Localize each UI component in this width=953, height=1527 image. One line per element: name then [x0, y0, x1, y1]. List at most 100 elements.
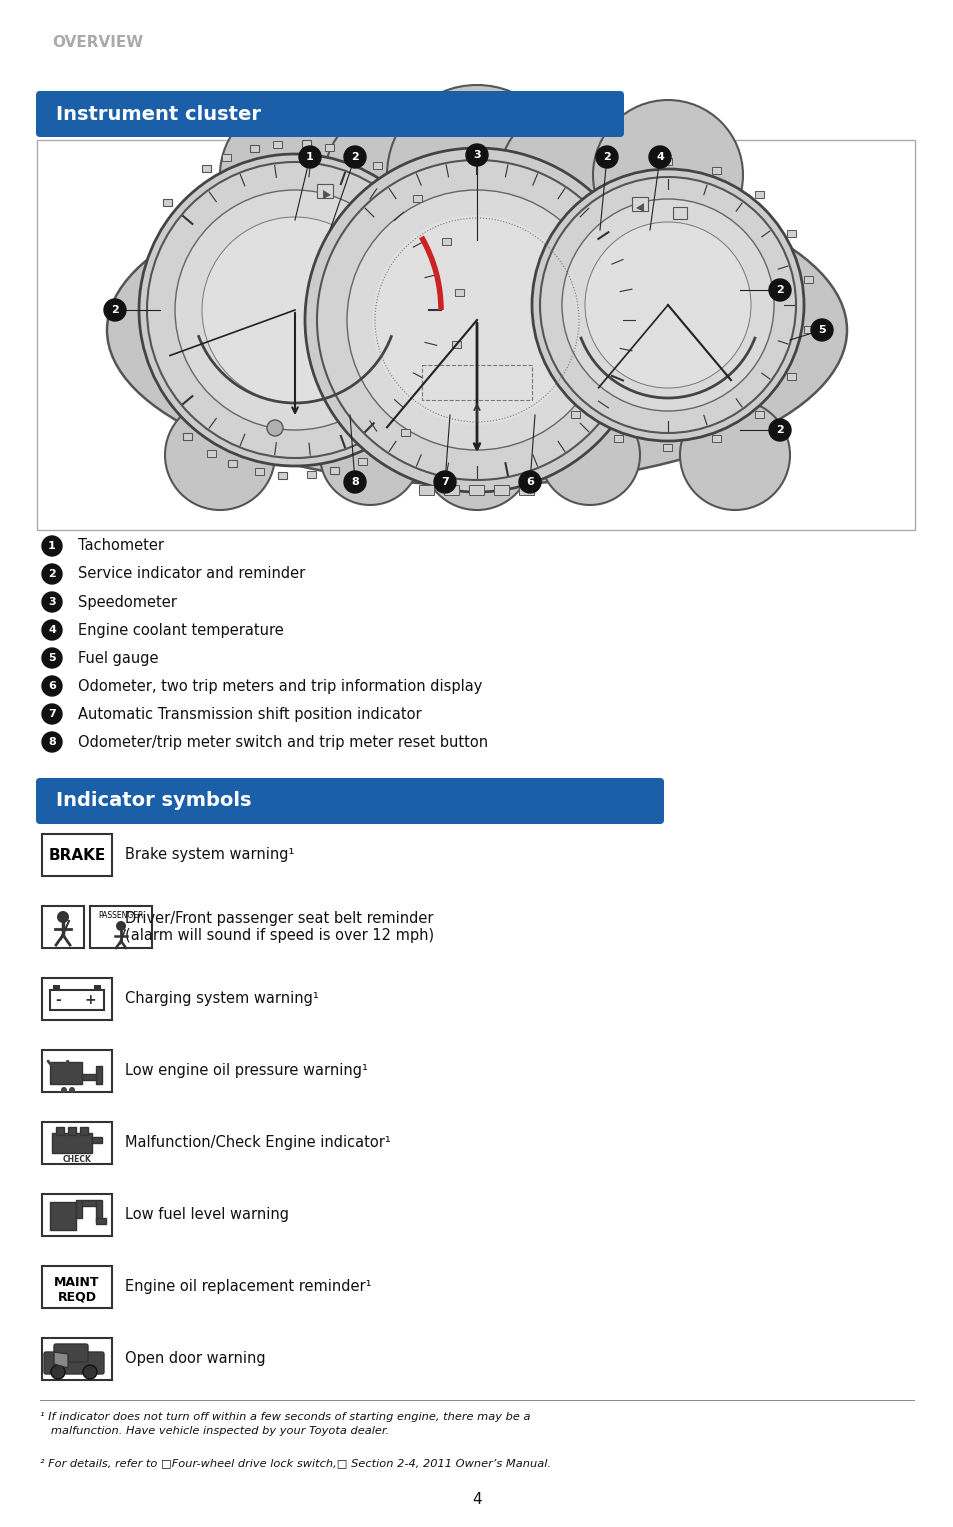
Bar [434, 389, 442, 395]
Circle shape [69, 1087, 75, 1093]
Text: 7: 7 [440, 476, 449, 487]
Text: 2: 2 [776, 425, 783, 435]
Bar [183, 434, 193, 440]
Text: MAINT: MAINT [54, 1277, 100, 1289]
Ellipse shape [42, 731, 62, 751]
Circle shape [768, 279, 790, 301]
FancyBboxPatch shape [42, 1122, 112, 1164]
Text: Charging system warning¹: Charging system warning¹ [125, 991, 318, 1006]
Bar [443, 368, 453, 376]
Ellipse shape [42, 647, 62, 667]
Circle shape [596, 147, 618, 168]
Circle shape [267, 420, 283, 437]
Text: Odometer/trip meter switch and trip meter reset button: Odometer/trip meter switch and trip mete… [78, 734, 488, 750]
Text: 6: 6 [48, 681, 56, 692]
Bar [255, 469, 264, 475]
Circle shape [518, 470, 540, 493]
FancyBboxPatch shape [42, 1194, 112, 1235]
FancyBboxPatch shape [44, 1351, 104, 1374]
Text: 2: 2 [602, 153, 610, 162]
Bar [222, 154, 232, 162]
Polygon shape [636, 203, 643, 212]
Ellipse shape [42, 704, 62, 724]
Text: 1: 1 [48, 541, 56, 551]
Bar [50, 1061, 82, 1084]
Bar [631, 197, 647, 211]
Text: Low fuel level warning: Low fuel level warning [125, 1208, 289, 1223]
Bar [163, 200, 172, 206]
Bar [451, 266, 459, 273]
FancyBboxPatch shape [42, 1338, 112, 1380]
Text: Instrument cluster: Instrument cluster [56, 104, 261, 124]
Circle shape [319, 405, 419, 505]
Text: Engine oil replacement reminder¹: Engine oil replacement reminder¹ [125, 1280, 371, 1295]
FancyBboxPatch shape [42, 1266, 112, 1309]
FancyBboxPatch shape [54, 1344, 88, 1362]
Circle shape [347, 189, 606, 450]
Bar [803, 325, 812, 333]
Text: 2: 2 [351, 153, 358, 162]
FancyBboxPatch shape [42, 977, 112, 1020]
Bar [396, 179, 405, 186]
Bar [455, 289, 463, 296]
Bar [52, 1133, 91, 1153]
Circle shape [57, 912, 69, 922]
Circle shape [539, 177, 795, 434]
Text: 5: 5 [49, 654, 56, 663]
Bar [418, 486, 434, 495]
Bar [421, 365, 532, 400]
Bar [469, 486, 483, 495]
Text: Low engine oil pressure warning¹: Low engine oil pressure warning¹ [125, 1063, 368, 1078]
Bar [400, 429, 410, 437]
Circle shape [316, 160, 637, 479]
Text: OVERVIEW: OVERVIEW [52, 35, 143, 50]
Text: 4: 4 [656, 153, 663, 162]
Bar [443, 486, 458, 495]
Ellipse shape [107, 176, 846, 486]
Circle shape [83, 1365, 97, 1379]
Text: Engine coolant temperature: Engine coolant temperature [78, 623, 283, 637]
Text: 3: 3 [49, 597, 56, 608]
Text: -: - [55, 993, 61, 1006]
Circle shape [539, 405, 639, 505]
Text: Malfunction/Check Engine indicator¹: Malfunction/Check Engine indicator¹ [125, 1136, 391, 1150]
Text: PASSENGER: PASSENGER [98, 912, 144, 921]
Bar [614, 435, 622, 443]
FancyBboxPatch shape [36, 92, 623, 137]
Circle shape [561, 199, 773, 411]
Text: 1: 1 [306, 153, 314, 162]
Text: Service indicator and reminder: Service indicator and reminder [78, 567, 305, 582]
Text: CHECK: CHECK [63, 1154, 91, 1164]
Bar [441, 238, 450, 246]
Circle shape [116, 921, 126, 931]
Bar [37, 140, 914, 530]
Circle shape [465, 144, 488, 166]
Circle shape [584, 221, 750, 388]
Circle shape [344, 147, 366, 168]
Circle shape [147, 162, 442, 458]
Bar [82, 1073, 100, 1080]
Text: 4: 4 [48, 625, 56, 635]
Bar [494, 486, 509, 495]
Circle shape [104, 299, 126, 321]
Bar [672, 208, 686, 218]
Bar [301, 140, 311, 148]
Circle shape [202, 217, 388, 403]
Polygon shape [54, 1351, 68, 1368]
Bar [278, 472, 287, 478]
Bar [50, 1202, 76, 1231]
Bar [307, 472, 316, 478]
Bar [786, 373, 795, 380]
Bar [76, 1200, 82, 1219]
Bar [711, 435, 720, 443]
Bar [352, 153, 361, 159]
Bar [53, 985, 60, 991]
Text: 8: 8 [48, 738, 56, 747]
Text: 2: 2 [111, 305, 119, 315]
Bar [50, 989, 104, 1009]
Text: Brake system warning¹: Brake system warning¹ [125, 847, 294, 863]
Bar [202, 165, 211, 173]
Text: Driver/Front passenger seat belt reminder
(alarm will sound if speed is over 12 : Driver/Front passenger seat belt reminde… [125, 910, 434, 944]
Bar [228, 460, 236, 467]
Circle shape [61, 1087, 67, 1093]
